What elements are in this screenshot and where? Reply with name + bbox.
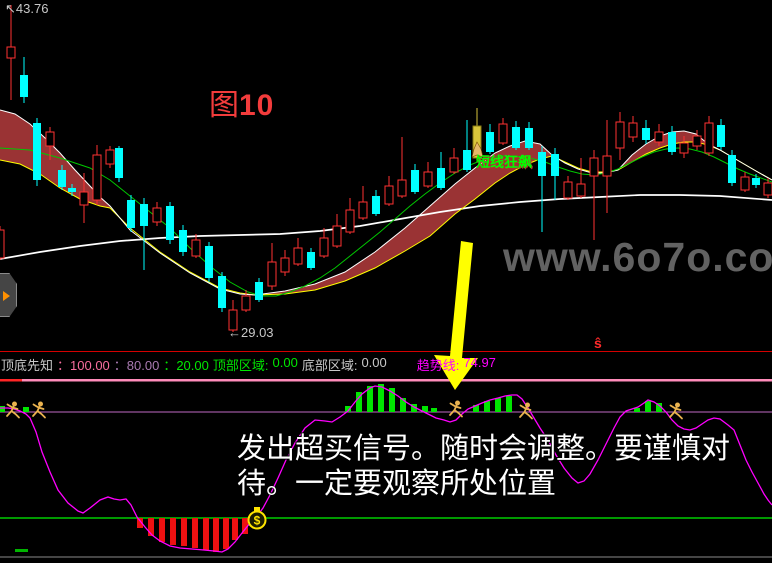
oversold-bar <box>148 518 154 536</box>
overbought-bar <box>411 404 417 412</box>
overbought-bar <box>484 401 490 412</box>
overbought-bar <box>634 408 640 412</box>
indicator-param: 顶部区域: <box>212 358 269 373</box>
oversold-bar <box>242 518 248 534</box>
white-fast-line <box>0 109 772 296</box>
indicator-param: 0.00 <box>272 355 298 370</box>
runner-icon <box>519 402 533 420</box>
overbought-bar <box>506 396 512 412</box>
white-slow-ma-line <box>0 194 772 260</box>
indicator-param: 0.00 <box>361 355 387 370</box>
overbought-bar <box>23 407 29 412</box>
high-price-label: ↖43.76 <box>5 1 49 16</box>
overbought-bar <box>495 398 501 412</box>
oversold-bar <box>192 518 198 548</box>
left-arrow-icon: ← <box>228 325 241 340</box>
oversold-bar <box>232 518 238 540</box>
panel-divider-pink <box>0 379 772 382</box>
overbought-bar <box>422 406 428 412</box>
oversold-bar <box>137 518 143 528</box>
axis-tick <box>15 549 28 552</box>
overbought-bar <box>0 406 5 412</box>
overbought-bar <box>656 403 662 412</box>
money-bag-icon: $ <box>247 507 267 530</box>
ma-band <box>618 131 708 170</box>
oversold-bar <box>203 518 209 550</box>
overbought-bar <box>400 398 406 412</box>
watermark: www.6o7o.com <box>503 234 772 280</box>
oversold-bar <box>181 518 187 546</box>
overbought-bar <box>345 406 351 412</box>
overbought-bar <box>473 405 479 412</box>
runner-icon <box>32 401 46 419</box>
indicator-param: 顶底先知 <box>1 358 54 373</box>
signal-text-label: 短线狂飙 <box>476 154 532 170</box>
oversold-bar <box>213 518 219 552</box>
indicator-param: ：20.00 <box>163 358 209 373</box>
svg-text:$: $ <box>254 514 261 528</box>
overbought-bar <box>389 388 395 412</box>
oversold-bar <box>170 518 176 545</box>
sell-marker: ŝ <box>594 335 602 351</box>
hand-cursor-icon <box>471 141 484 158</box>
overbought-bar <box>378 384 384 412</box>
sidebar-logo-icon[interactable] <box>0 273 17 317</box>
overbought-bar <box>356 392 362 412</box>
runner-icon <box>6 401 20 419</box>
indicator-param: 底部区域: <box>301 358 358 373</box>
indicator-parameter-row: 顶底先知 ：100.00 ：80.00 ：20.00 顶部区域: 0.00 底部区域: 0.0… <box>1 355 496 374</box>
ma-band <box>255 141 552 295</box>
indicator-param: 趋势线: <box>416 358 460 373</box>
up-left-arrow-icon: ↖ <box>5 1 16 16</box>
overbought-bar <box>367 386 373 412</box>
low-price-label: ←29.03 <box>228 325 274 340</box>
runner-icon <box>669 402 683 420</box>
play-arrow-icon <box>3 291 10 301</box>
overbought-bar <box>645 401 651 412</box>
indicator-param: ：100.00 <box>57 358 110 373</box>
trend-curve <box>0 385 772 553</box>
overbought-bar <box>431 408 437 412</box>
indicator-param: 74.97 <box>463 355 496 370</box>
ma-band <box>0 110 110 208</box>
oversold-bar <box>223 518 229 549</box>
down-arrow <box>434 241 478 390</box>
runner-icon <box>449 400 463 418</box>
advice-annotation-text: 发出超买信号。随时会调整。要谨慎对待。一定要观察所处位置 <box>237 433 731 500</box>
indicator-param: ：80.00 <box>113 358 160 373</box>
figure-number-label: 图10 <box>209 89 275 122</box>
oversold-bar <box>159 518 165 542</box>
